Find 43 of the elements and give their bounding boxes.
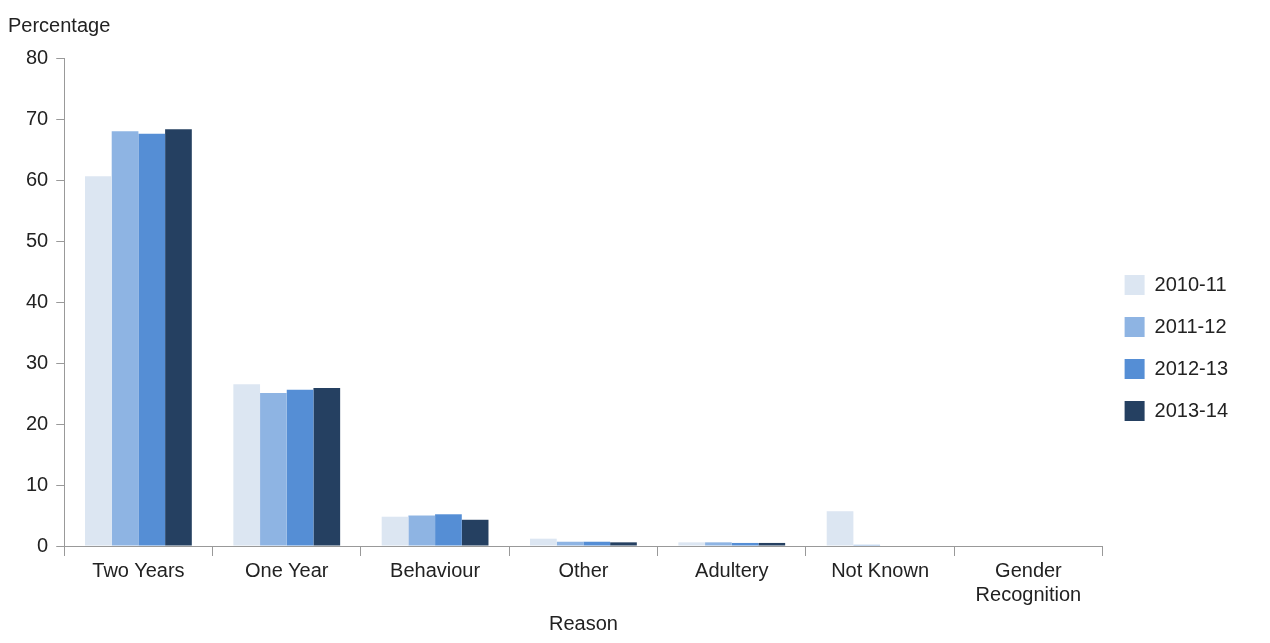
legend-label: 2012-13 — [1154, 356, 1229, 379]
x-axis-title: Reason — [548, 611, 618, 634]
bar — [461, 519, 489, 546]
x-tick-label: Adultery — [695, 558, 769, 581]
y-tick-label: 70 — [26, 106, 49, 129]
bar — [408, 515, 436, 546]
bar — [138, 133, 166, 546]
y-tick-label: 20 — [26, 411, 49, 434]
x-tick-label: One Year — [245, 558, 329, 581]
y-tick-label: 0 — [37, 533, 49, 556]
bar — [705, 542, 732, 546]
bar — [435, 514, 462, 546]
x-tick-label: Behaviour — [390, 558, 481, 581]
legend-label: 2011-12 — [1154, 314, 1227, 337]
y-tick-label: 80 — [26, 45, 49, 68]
bar — [286, 389, 314, 546]
bar — [260, 392, 287, 546]
legend-label: 2010-11 — [1154, 272, 1227, 295]
x-tick-label: Gender Recognition — [975, 558, 1082, 605]
bar — [610, 542, 637, 546]
bar — [381, 516, 409, 546]
bar — [313, 388, 341, 546]
bar — [530, 538, 557, 546]
bar — [678, 542, 706, 546]
x-tick-label: Two Years — [92, 558, 185, 581]
bar — [758, 542, 786, 546]
bar — [85, 176, 112, 546]
bar — [165, 129, 192, 546]
bar — [233, 384, 261, 546]
y-tick-label: 10 — [26, 472, 49, 495]
y-axis-title: Percentage — [8, 13, 111, 36]
y-tick-label: 60 — [26, 167, 49, 190]
bar — [556, 541, 584, 546]
x-tick-label: Not Known — [831, 558, 930, 581]
bar — [111, 131, 139, 546]
x-tick-label: Other — [558, 558, 609, 581]
y-tick-label: 50 — [26, 228, 49, 251]
y-tick-label: 40 — [26, 289, 49, 312]
bar — [583, 541, 611, 546]
legend-label: 2013-14 — [1154, 398, 1229, 421]
bar — [731, 542, 759, 546]
bar — [826, 511, 854, 546]
y-tick-label: 30 — [26, 350, 49, 373]
